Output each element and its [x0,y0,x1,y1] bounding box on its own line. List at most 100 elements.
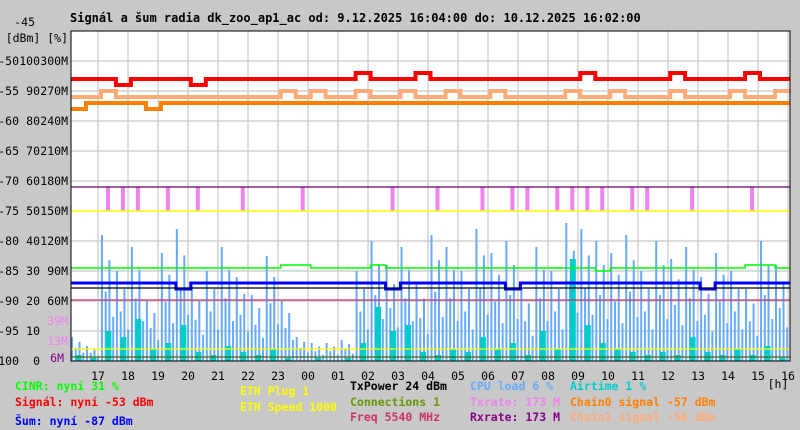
signal-point [511,78,514,80]
signal-point [616,78,619,80]
y-tick-label: 150M [40,204,68,218]
txrate-drop [105,187,110,211]
chain1-point [107,90,110,92]
chain0-point [751,102,754,104]
y-tick-label-dbm: -95 [0,324,19,338]
chain1-point [482,96,484,98]
airtime-bar [405,325,412,361]
airtime-bar [255,355,262,361]
cinr-point [182,267,185,269]
signal-point [452,78,454,80]
txrate-drop [240,187,245,211]
signal-point [257,78,260,80]
y-tick-label-pct: 10 [26,324,40,338]
signal-point [212,78,215,80]
x-tick-label: 08 [541,369,555,383]
legend-eth-plug: ETH Plug 1 [240,384,309,398]
cinr-point [122,267,125,269]
cinr-point [691,267,694,269]
txrate-drop [135,187,140,211]
chain1-point [392,96,394,98]
chain1-point [601,96,604,98]
y-tick-label-pct: 90 [26,84,40,98]
chain0-point [437,102,439,104]
cinr-point [422,267,424,269]
chain0-point [721,102,724,104]
noise-point [766,282,769,284]
y-top-label: -45 [14,15,35,29]
cinr-point [736,267,739,269]
noise-point [227,282,230,284]
chain1-point [452,90,454,92]
chain0-point [736,102,739,104]
chain0-point [706,102,709,104]
chain1-point [766,96,769,98]
txrate-drop [690,187,695,211]
airtime-bar [449,349,456,361]
x-tick-label: 07 [511,369,525,383]
airtime-bar [524,355,531,361]
airtime-bar [90,358,97,361]
chain1-point [497,90,499,92]
y-tick-label: 60M [47,294,68,308]
chain0-point [362,102,364,104]
x-tick-label: 04 [421,369,435,383]
signal-point [137,78,140,80]
signal-point [721,78,724,80]
airtime-bar [150,349,157,361]
chain1-point [242,96,245,98]
chain1-point [691,96,694,98]
signal-point [107,78,110,80]
cinr-point [556,267,559,269]
noise-point [721,282,724,284]
cinr-point [631,267,634,269]
airtime-bar [554,349,561,361]
txrate-drop [300,187,305,211]
series-marks [71,71,790,361]
signal-point [526,78,529,80]
cinr-point [766,264,769,266]
chain1-point [541,96,544,98]
cinr-point [152,267,155,269]
txrate-drop [645,187,650,211]
x-tick-label: 06 [481,369,495,383]
legend-airtime: Airtime 1 % [570,379,646,393]
airtime-bar [345,358,352,361]
legend: CINR: nyní 31 % Signál: nyní -53 dBm Šum… [15,379,715,428]
airtime-bar [135,319,142,361]
chain1-point [661,96,664,98]
cinr-point [242,267,245,269]
airtime-bar [764,346,771,361]
legend-eth-speed: ETH Speed 1000 [240,400,337,414]
y-tick-label-dbm: -70 [0,174,19,188]
chain0-point [197,102,200,104]
y-tick-label: 210M [40,144,68,158]
signal-point [302,78,305,80]
signal-point [332,78,335,80]
airtime-bar [390,331,397,361]
cinr-point [751,264,754,266]
y-tick-label: 120M [40,234,68,248]
chain0-point [392,102,394,104]
signal-point [287,78,290,80]
cinr-point [212,267,215,269]
y-tick-label-pct: 60 [26,174,40,188]
y-tick-label: 240M [40,114,68,128]
signal-point [407,78,409,80]
cinr-point [197,267,200,269]
noise-point [137,282,140,284]
chain1-point [137,96,140,98]
x-tick-label: 20 [181,369,195,383]
cinr-point [482,267,484,269]
y-tick-label-dbm: -90 [0,294,19,308]
legend-chain1: Chain1 signal -56 dBm [570,410,715,424]
cinr-point [137,267,140,269]
y-tick-label-pct: 50 [26,204,40,218]
txrate-drop [390,187,395,211]
airtime-bar [180,325,187,361]
chain0-point [556,102,559,104]
chain0-point [242,102,245,104]
chain0-point [227,102,230,104]
signal-line [71,71,790,87]
airtime-bar [165,343,172,361]
